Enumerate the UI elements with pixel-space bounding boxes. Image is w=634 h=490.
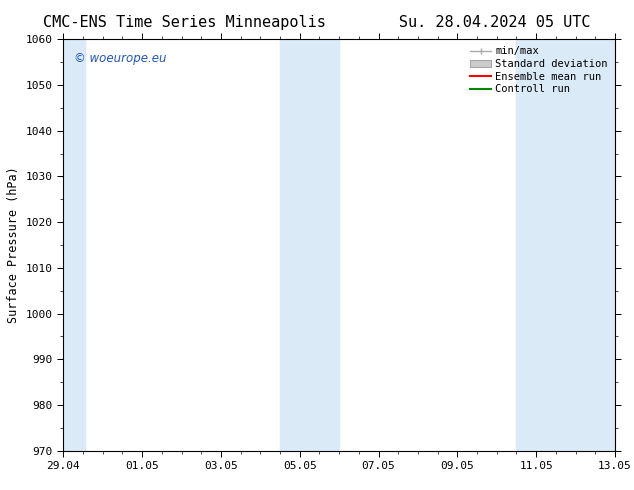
Bar [280,39,339,451]
Text: CMC-ENS Time Series Minneapolis        Su. 28.04.2024 05 UTC: CMC-ENS Time Series Minneapolis Su. 28.0… [43,15,591,30]
Y-axis label: Surface Pressure (hPa): Surface Pressure (hPa) [8,167,20,323]
Text: © woeurope.eu: © woeurope.eu [74,51,167,65]
Legend: min/max, Standard deviation, Ensemble mean run, Controll run: min/max, Standard deviation, Ensemble me… [468,45,610,97]
Bar [63,39,85,451]
Bar [517,39,615,451]
